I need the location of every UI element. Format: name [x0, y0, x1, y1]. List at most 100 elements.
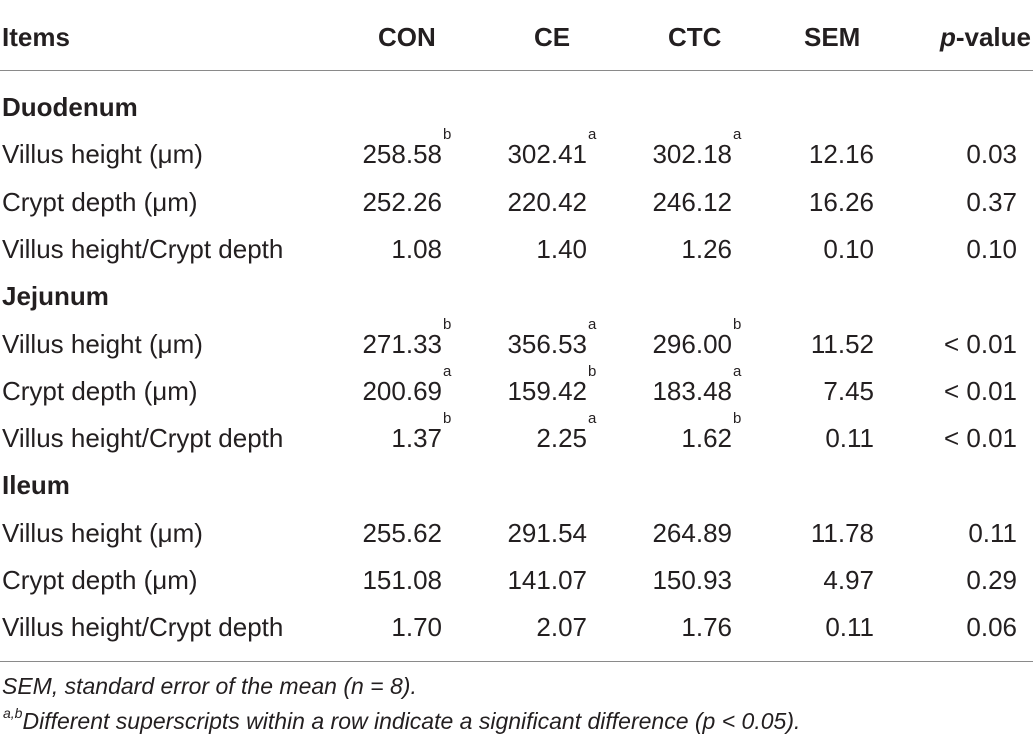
con-cell-sup-slot: a [442, 364, 456, 414]
row-label: Villus height/Crypt depth [2, 226, 283, 272]
ctc-cell-value: 150.93 [652, 565, 732, 595]
ctc-cell-value: 1.26 [681, 234, 732, 264]
ce-cell: 356.53a [507, 317, 601, 367]
sem-cell-value: 12.16 [808, 139, 874, 169]
row-label: Villus height (μm) [2, 321, 203, 367]
row-label: Villus height (μm) [2, 510, 203, 556]
sem-cell-value: 7.45 [823, 376, 874, 406]
con-cell-value: 252.26 [362, 187, 442, 217]
ctc-cell-sup-slot [732, 179, 746, 225]
ce-cell-value: 291.54 [507, 518, 587, 548]
row-label: Crypt depth (μm) [2, 179, 198, 225]
ce-cell-sup-slot: a [587, 411, 601, 461]
sem-cell: 0.10 [823, 226, 874, 272]
ctc-cell: 1.62b [681, 411, 746, 461]
ce-cell: 2.07 [536, 604, 601, 650]
con-cell-sup-slot [442, 510, 456, 556]
ctc-cell-sup-slot [732, 604, 746, 650]
section-title: Ileum [2, 470, 70, 500]
ctc-cell: 246.12 [652, 179, 746, 225]
p-value-cell: < 0.01 [944, 321, 1017, 367]
ce-cell: 220.42 [507, 179, 601, 225]
sem-cell: 7.45 [823, 368, 874, 414]
ce-cell-value: 356.53 [507, 329, 587, 359]
ce-cell-superscript: a [588, 316, 597, 333]
sem-cell-value: 4.97 [823, 565, 874, 595]
row-label-value: Crypt depth (μm) [2, 376, 198, 406]
p-value-cell-value: < 0.01 [943, 376, 1017, 406]
table-row: Crypt depth (μm) 151.08 141.07 150.93 4.97 0.… [0, 557, 1033, 603]
p-value-cell: 0.06 [966, 604, 1017, 650]
table-row: Villus height/Crypt depth 1.37b 2.25a 1.62b… [0, 411, 1033, 461]
p-value-cell: 0.03 [966, 131, 1017, 177]
p-value-cell-value: 0.10 [966, 234, 1017, 264]
header-items: Items [2, 22, 70, 52]
ce-cell-sup-slot [587, 510, 601, 556]
ctc-cell: 183.48a [652, 364, 746, 414]
ctc-cell-sup-slot: a [732, 127, 746, 177]
table-row: Villus height (μm) 271.33b 356.53a 296.00b 1… [0, 317, 1033, 367]
con-cell: 258.58b [362, 127, 456, 177]
ce-cell: 302.41a [507, 127, 601, 177]
ctc-cell: 264.89 [652, 510, 746, 556]
sem-cell: 0.11 [825, 604, 874, 650]
ctc-cell-sup-slot [732, 510, 746, 556]
ctc-cell-sup-slot: b [732, 411, 746, 461]
ctc-cell: 302.18a [652, 127, 746, 177]
p-value-cell: < 0.01 [944, 368, 1017, 414]
ctc-cell-value: 246.12 [652, 187, 732, 217]
p-value-cell-value: 0.29 [966, 565, 1017, 595]
con-cell: 1.08 [391, 226, 456, 272]
con-cell-sup-slot [442, 604, 456, 650]
row-label-value: Villus height/Crypt depth [2, 234, 284, 264]
row-label: Crypt depth (μm) [2, 557, 198, 603]
sem-cell: 12.16 [809, 131, 874, 177]
ctc-cell: 150.93 [652, 557, 746, 603]
header-ce: CE [534, 22, 571, 52]
sem-cell-value: 0.10 [823, 234, 874, 264]
ctc-cell-value: 296.00 [652, 329, 732, 359]
con-cell-value: 258.58 [362, 139, 442, 169]
ctc-cell-superscript: b [733, 316, 742, 333]
table-row: Villus height/Crypt depth 1.08 1.40 1.26 0.1… [0, 226, 1033, 272]
header-ctc: CTC [668, 22, 722, 52]
ce-cell-value: 141.07 [507, 565, 587, 595]
ctc-cell-value: 1.76 [681, 612, 732, 642]
ce-cell-sup-slot [587, 557, 601, 603]
section-row: Ileum [0, 462, 1033, 508]
con-cell: 252.26 [362, 179, 456, 225]
sem-cell-value: 11.52 [810, 329, 874, 359]
ce-cell-superscript: a [588, 410, 597, 427]
ce-cell-sup-slot [587, 226, 601, 272]
ctc-cell: 296.00b [652, 317, 746, 367]
ce-cell-sup-slot [587, 604, 601, 650]
con-cell-superscript: b [443, 410, 452, 427]
footnote-sup-text: Different superscripts within a row indi… [22, 708, 801, 734]
ce-cell-superscript: b [588, 363, 597, 380]
table-row: Crypt depth (μm) 200.69a 159.42b 183.48a 7.4… [0, 364, 1033, 414]
sem-cell-value: 16.26 [808, 187, 874, 217]
header-sem: SEM [804, 22, 861, 52]
sem-cell-value: 0.11 [825, 423, 874, 453]
p-value-cell-value: 0.37 [966, 187, 1017, 217]
ctc-cell: 1.26 [681, 226, 746, 272]
con-cell-sup-slot: b [442, 317, 456, 367]
ctc-cell-value: 1.62 [681, 423, 732, 453]
ctc-cell-superscript: a [733, 363, 742, 380]
con-cell: 151.08 [362, 557, 456, 603]
sem-cell-value: 0.11 [825, 612, 874, 642]
p-value-cell-value: < 0.01 [943, 329, 1017, 359]
table-row: Villus height (μm) 255.62 291.54 264.89 11.7… [0, 510, 1033, 556]
table-row: Villus height (μm) 258.58b 302.41a 302.18a 1… [0, 127, 1033, 177]
con-cell-value: 1.37 [391, 423, 442, 453]
row-label: Crypt depth (μm) [2, 368, 198, 414]
con-cell: 271.33b [362, 317, 456, 367]
p-value-cell-value: < 0.01 [943, 423, 1017, 453]
ce-cell: 141.07 [507, 557, 601, 603]
con-cell-value: 271.33 [362, 329, 442, 359]
p-value-cell: < 0.01 [944, 415, 1017, 461]
sem-cell: 0.11 [825, 415, 874, 461]
con-cell-value: 1.08 [391, 234, 442, 264]
header-rule [0, 70, 1033, 71]
row-label-value: Villus height/Crypt depth [2, 612, 284, 642]
